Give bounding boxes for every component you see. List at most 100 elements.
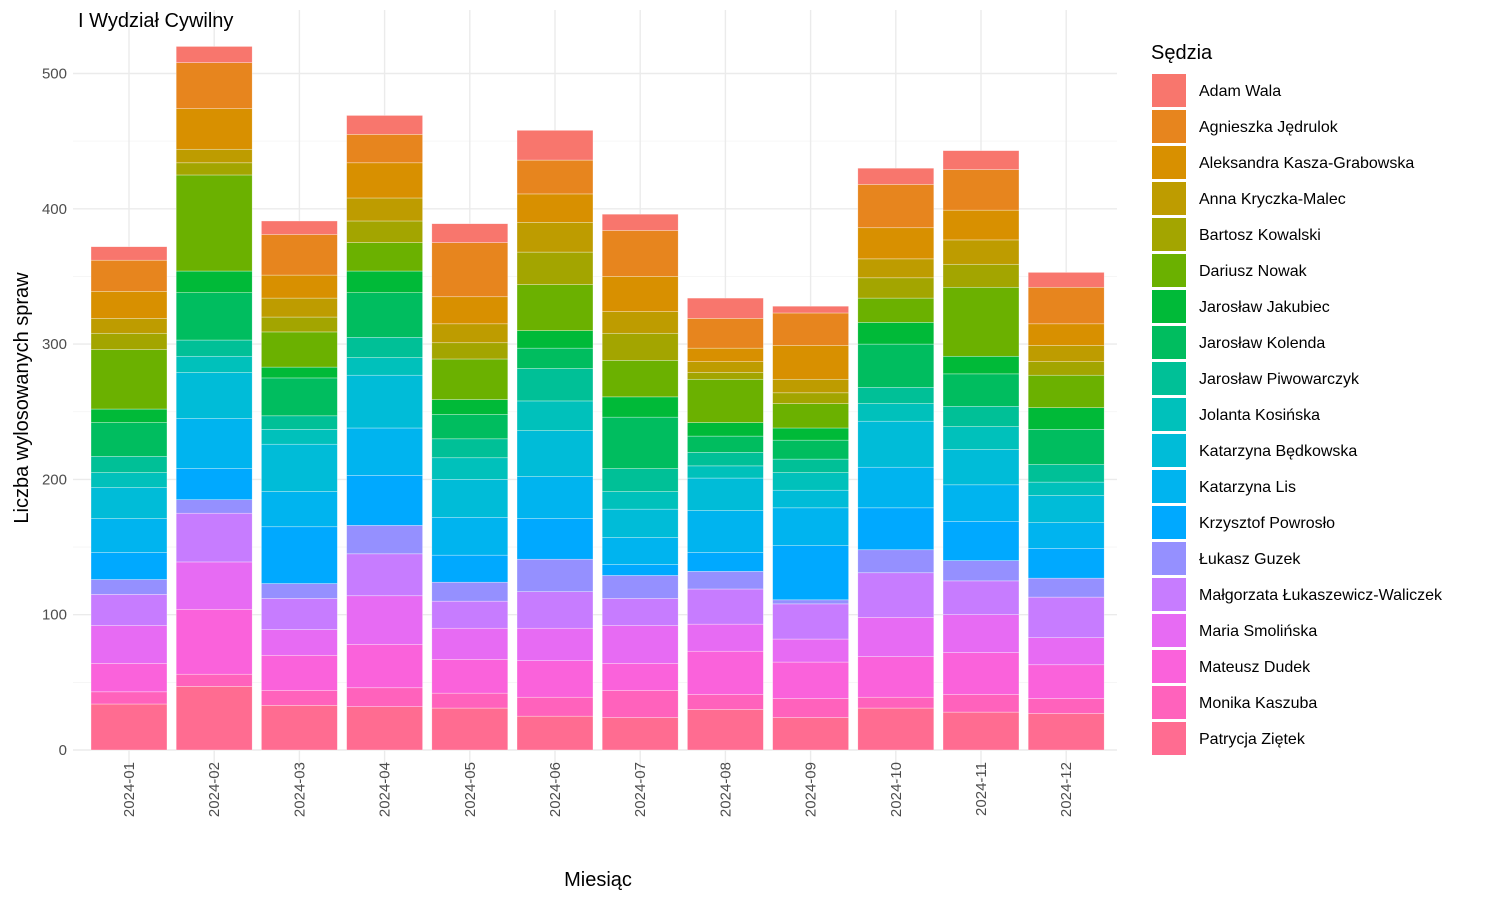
bar-segment (772, 545, 849, 601)
y-tick-label: 0 (59, 742, 67, 759)
bar-segment (601, 508, 679, 538)
bar-segment (346, 475, 423, 526)
bar-segment (261, 526, 338, 584)
legend-label: Jarosław Kolenda (1199, 335, 1325, 352)
x-tick-label: 2024-04 (377, 762, 394, 817)
bar-segment (90, 594, 168, 626)
bar-segment (601, 625, 679, 664)
legend-label: Bartosz Kowalski (1199, 227, 1321, 244)
bar-segment (857, 167, 935, 185)
y-tick-label: 500 (42, 66, 67, 83)
bar-segment (516, 193, 594, 223)
bar-segment (857, 549, 935, 574)
bar-segment (857, 696, 935, 709)
bar-segment (516, 159, 594, 195)
bar-segment (687, 650, 764, 695)
legend-label: Małgorzata Łukaszewicz-Waliczek (1199, 587, 1443, 604)
bar-segment (261, 443, 338, 492)
bar-segment (942, 694, 1020, 713)
bar-segment (601, 396, 679, 418)
y-tick-label: 400 (42, 201, 67, 218)
bar-segment (431, 516, 509, 556)
bar-segment (261, 415, 338, 430)
bar-segment (772, 472, 849, 491)
legend-swatch (1152, 722, 1186, 755)
bar-segment (261, 654, 338, 691)
bar-segment (772, 403, 849, 429)
bar-segment (1027, 548, 1105, 579)
bar-segment (346, 242, 423, 272)
bar-segment (261, 297, 338, 318)
bar-segment (175, 339, 253, 357)
bar-segment (857, 387, 935, 404)
bar-segment (175, 355, 253, 373)
bar-segment (1027, 323, 1105, 346)
bar-segment (261, 274, 338, 299)
bar-segment (516, 715, 594, 751)
bar-segment (601, 690, 679, 718)
bar-segment (261, 583, 338, 599)
bar-segment (516, 558, 594, 592)
bar-segment (1027, 481, 1105, 496)
bar-segment (1027, 577, 1105, 598)
x-tick-label: 2024-10 (888, 762, 905, 817)
bar-segment (175, 270, 253, 293)
legend-swatch (1152, 362, 1186, 395)
bar-segment (516, 660, 594, 698)
legend-swatch (1152, 254, 1186, 287)
bar-segment (431, 399, 509, 415)
bar-segment (601, 311, 679, 334)
bar-segment (857, 277, 935, 299)
bar-segment (431, 581, 509, 602)
bar-segment (1027, 495, 1105, 523)
bar-segment (261, 705, 338, 751)
bar-segment (1027, 272, 1105, 288)
legend-swatch (1152, 398, 1186, 431)
bar-segment (772, 698, 849, 718)
bar-segment (346, 427, 423, 476)
legend-label: Dariusz Nowak (1199, 263, 1308, 280)
bar-segment (857, 227, 935, 260)
bar-segment (772, 305, 849, 314)
bar-segment (90, 579, 168, 595)
bar-segment (431, 438, 509, 459)
bar-segment (431, 414, 509, 440)
bar-segment (175, 673, 253, 687)
bar-segment (1027, 374, 1105, 408)
legend-label: Mateusz Dudek (1199, 659, 1311, 676)
bar-segment (942, 652, 1020, 695)
bar-segment (346, 220, 423, 243)
bar-segment (687, 623, 764, 652)
bar-segment (346, 292, 423, 338)
bar-segment (857, 403, 935, 422)
bar-segment (857, 617, 935, 657)
bar-segment (942, 614, 1020, 653)
bar-segment (772, 507, 849, 546)
legend-label: Łukasz Guzek (1199, 551, 1301, 568)
bar-segment (516, 696, 594, 717)
bar-segment (516, 130, 594, 161)
bar-segment (90, 332, 168, 350)
bar-segment (516, 222, 594, 253)
bar-segment (687, 297, 764, 319)
bar-segment (90, 663, 168, 693)
bar-segment (1027, 596, 1105, 639)
bar-segment (942, 239, 1020, 265)
bar-segment (772, 603, 849, 640)
bar-segment (687, 378, 764, 423)
legend-label: Katarzyna Będkowska (1199, 443, 1357, 460)
bar-segment (431, 342, 509, 360)
bar-segment (90, 318, 168, 334)
x-tick-label: 2024-08 (717, 762, 734, 817)
bar-segment (772, 717, 849, 751)
x-tick-label: 2024-07 (632, 762, 649, 817)
legend-label: Anna Kryczka-Malec (1199, 191, 1346, 208)
bar-segment (687, 571, 764, 590)
legend-swatch (1152, 650, 1186, 683)
bar-segment (175, 499, 253, 514)
bar-segment (261, 234, 338, 276)
bar-segment (942, 711, 1020, 751)
bar-segment (601, 491, 679, 510)
bar-segment (942, 449, 1020, 486)
